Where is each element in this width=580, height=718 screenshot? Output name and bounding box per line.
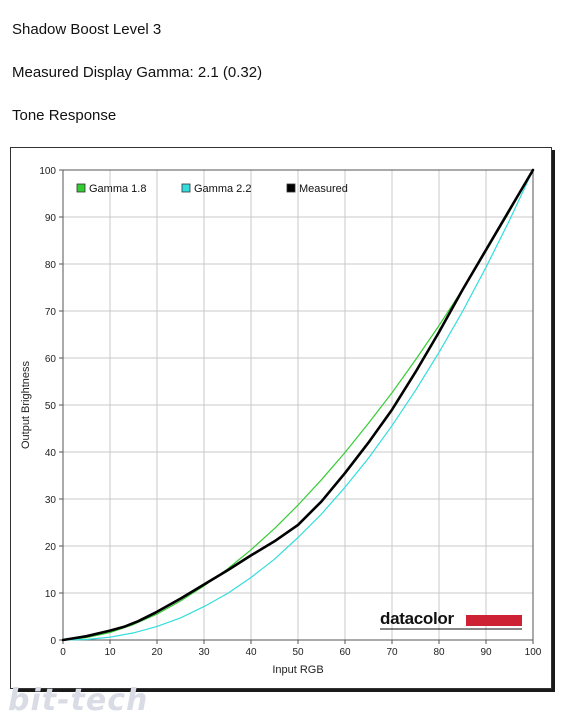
series-line-2 — [61, 168, 535, 642]
datacolor-logo-text: datacolor — [380, 609, 455, 628]
y-tick-label: 0 — [50, 636, 56, 647]
tone-response-chart: 0 10 20 30 40 50 60 70 80 90 100 0 10 20 30 40 50 60 70 80 9… — [10, 147, 552, 689]
x-tick-label: 60 — [339, 647, 351, 658]
y-tick-label: 30 — [45, 495, 57, 506]
y-tick-label: 40 — [45, 448, 57, 459]
x-tick-label: 50 — [292, 647, 304, 658]
section-title: Tone Response — [12, 107, 117, 124]
legend-swatch-2 — [286, 183, 296, 193]
y-tick-label: 60 — [45, 354, 57, 365]
x-axis-title: Input RGB — [272, 664, 323, 676]
watermark-logo: bit-tech — [8, 683, 149, 718]
page-title: Shadow Boost Level 3 — [12, 21, 162, 38]
y-tick-label: 50 — [45, 401, 57, 412]
legend-swatch-1 — [181, 183, 191, 193]
chart-svg: 0 10 20 30 40 50 60 70 80 90 100 0 10 20 30 40 50 60 70 80 9… — [20, 166, 542, 676]
brand-logo: datacolor — [380, 609, 522, 630]
x-tick-label: 30 — [198, 647, 210, 658]
datacolor-logo-bar — [466, 615, 522, 626]
legend-label-1: Gamma 2.2 — [194, 183, 251, 195]
y-tick-label: 10 — [45, 589, 57, 600]
legend-label-2: Measured — [299, 183, 348, 195]
x-tick-label: 10 — [104, 647, 116, 658]
x-tick-label: 40 — [245, 647, 257, 658]
x-tick-label: 90 — [480, 647, 492, 658]
series-line-1 — [62, 169, 534, 641]
y-tick-label: 20 — [45, 542, 57, 553]
series-lines — [61, 168, 535, 642]
axes: 0 10 20 30 40 50 60 70 80 90 100 0 10 20 30 40 50 60 70 80 9… — [20, 166, 542, 676]
y-tick-label: 80 — [45, 260, 57, 271]
legend-label-0: Gamma 1.8 — [89, 183, 146, 195]
x-tick-label: 0 — [60, 647, 66, 658]
x-tick-label: 80 — [433, 647, 445, 658]
legend: Gamma 1.8 Gamma 2.2 Measured — [76, 183, 348, 195]
legend-swatch-0 — [76, 183, 86, 193]
y-tick-label: 70 — [45, 307, 57, 318]
y-tick-label: 100 — [39, 166, 56, 177]
gamma-measurement: Measured Display Gamma: 2.1 (0.32) — [12, 64, 263, 81]
x-tick-label: 20 — [151, 647, 163, 658]
grid — [62, 169, 534, 641]
y-tick-label: 90 — [45, 213, 57, 224]
y-axis-title: Output Brightness — [20, 360, 32, 449]
x-tick-label: 100 — [525, 647, 542, 658]
x-tick-label: 70 — [386, 647, 398, 658]
